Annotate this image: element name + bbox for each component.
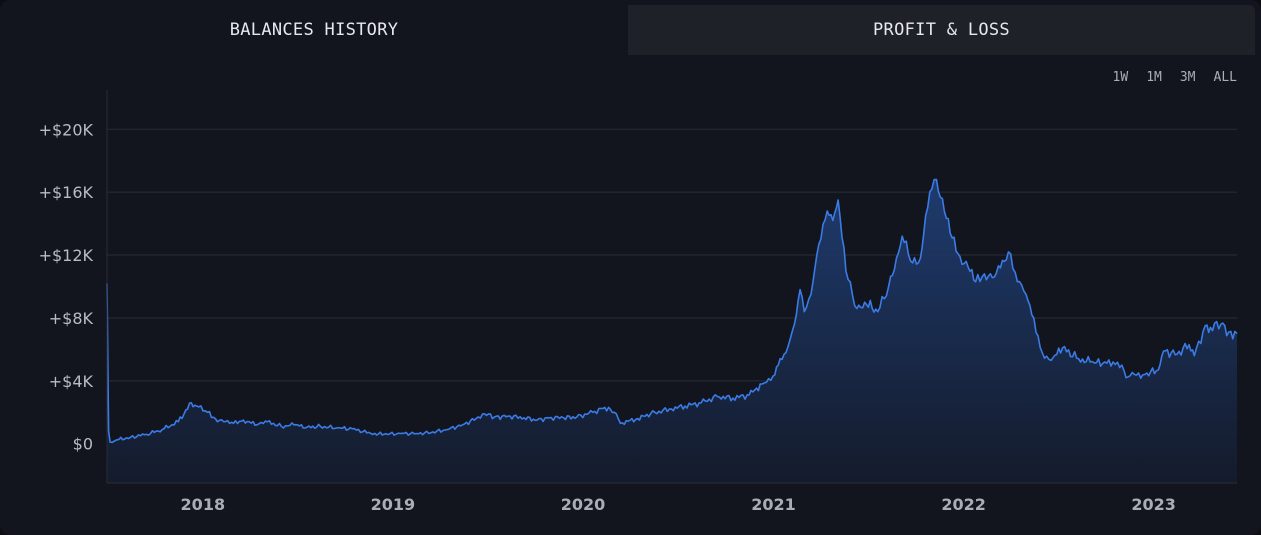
range-3m-button[interactable]: 3M: [1179, 70, 1196, 85]
axis-layer: $0 +$4K +$8K +$12K +$16K +$20K 2018 2019 2020 202…: [39, 90, 1237, 514]
tab-profit-loss[interactable]: PROFIT & LOSS: [628, 5, 1255, 55]
y-tick-label: +$8K: [49, 309, 94, 328]
x-tick-label: 2019: [371, 495, 416, 514]
x-tick-label: 2021: [751, 495, 796, 514]
x-tick-label: 2020: [561, 495, 606, 514]
range-selector: 1W 1M 3M ALL: [1095, 70, 1237, 85]
range-all-button[interactable]: ALL: [1213, 70, 1237, 85]
x-tick-label: 2023: [1131, 495, 1176, 514]
tab-bar: BALANCES HISTORY PROFIT & LOSS: [0, 5, 1255, 55]
balance-line: [106, 178, 1238, 444]
y-tick-label: +$20K: [39, 120, 94, 139]
y-tick-label: +$4K: [49, 372, 94, 391]
x-tick-label: 2018: [181, 495, 226, 514]
y-tick-label: $0: [73, 435, 93, 454]
area-layer: [106, 178, 1238, 483]
y-tick-label: +$12K: [39, 246, 94, 265]
x-tick-label: 2022: [941, 495, 986, 514]
balance-area: [107, 179, 1237, 483]
tab-balances-history[interactable]: BALANCES HISTORY: [0, 5, 628, 55]
y-tick-label: +$16K: [39, 183, 94, 202]
range-1w-button[interactable]: 1W: [1112, 70, 1129, 85]
range-1m-button[interactable]: 1M: [1146, 70, 1162, 85]
